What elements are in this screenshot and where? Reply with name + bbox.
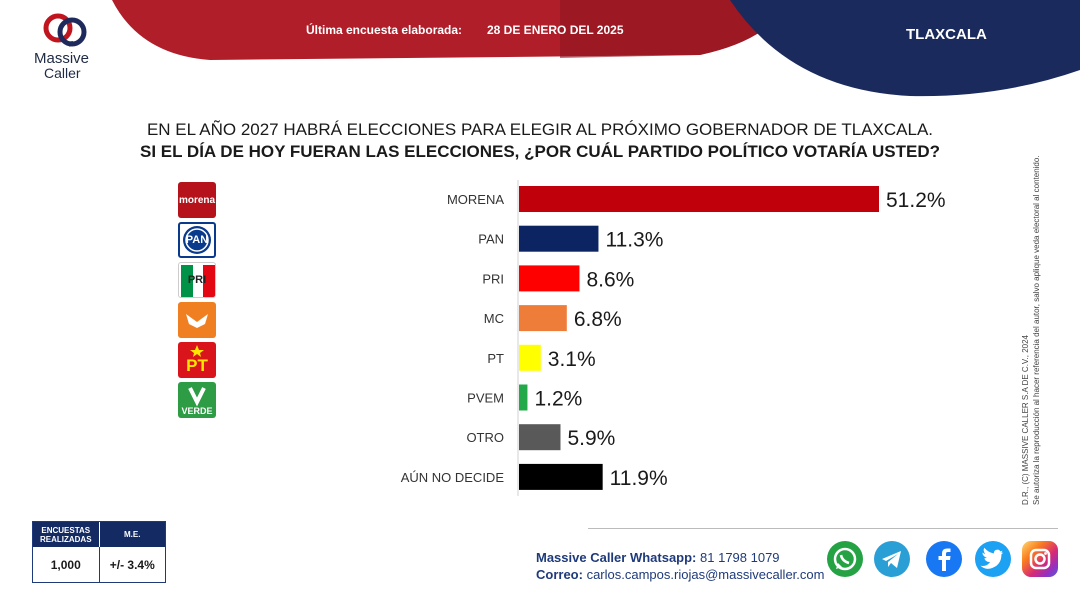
logo-mark-icon [43,13,87,47]
copyright-line-2: Se autoriza la reproducción al hacer ref… [1032,155,1041,505]
logo-word-caller: Caller [44,65,81,81]
verde-logo-text: VERDE [181,406,213,416]
category-label-pri: PRI [482,271,504,286]
bar-morena [519,186,879,212]
value-label-pvem: 1.2% [534,388,582,411]
email-address[interactable]: carlos.campos.riojas@massivecaller.com [586,567,825,582]
stats-value-margin: +/- 3.4% [109,557,155,572]
copyright-notice: D.R., (C) MASSIVE CALLER S.A DE C.V., 20… [1020,125,1042,505]
stats-header-surveys: ENCUESTAS REALIZADAS [33,522,100,547]
twitter-icon[interactable] [975,541,1011,577]
value-label-pt: 3.1% [548,348,596,371]
bar-aun-no-decide [519,463,603,490]
mc-logo [178,302,216,338]
morena-logo-text: morena [178,194,216,206]
email-label: Correo: [536,567,583,582]
contact-divider [588,528,1058,529]
facebook-icon[interactable] [926,541,962,577]
category-label-aun-no-decide: AÚN NO DECIDE [401,470,505,485]
pri-logo-text: PRI [187,274,207,286]
pan-logo: PAN [178,222,216,258]
copyright-line-1: D.R., (C) MASSIVE CALLER S.A DE C.V., 20… [1021,335,1030,505]
bar-chart: MORENA 51.2% PAN 11.3% PRI 8.6% MC 6.8% PT 3.1% PV… [401,180,946,496]
pt-star-icon [190,345,204,357]
pt-logo-text: PT [186,356,208,375]
survey-label: Última encuesta elaborada: [306,23,463,37]
telegram-icon[interactable] [874,541,910,577]
pan-circle-icon [183,226,211,254]
mc-eagle-icon [186,314,208,328]
header-navy-shape [730,0,1080,97]
region-label: TLAXCALA [906,26,987,43]
category-label-pvem: PVEM [467,391,504,406]
contact-email: Correo: carlos.campos.riojas@massivecall… [536,567,824,582]
stats-value-surveys: 1,000 [33,547,100,582]
logo-word-massive: Massive [34,50,90,67]
bar-pt [519,344,541,371]
pri-tricolor-icon [181,265,215,297]
bar-otro [519,424,561,451]
stats-header-margin: M.E. [124,530,141,539]
whatsapp-number[interactable]: 81 1798 1079 [700,550,780,565]
question-line-1: EN EL AÑO 2027 HABRÁ ELECCIONES PARA ELE… [146,120,934,139]
bar-pan [519,225,599,252]
survey-stats-table: ENCUESTAS REALIZADAS M.E. 1,000 +/- 3.4% [32,521,166,583]
value-label-pri: 8.6% [586,268,634,291]
category-label-mc: MC [484,311,504,326]
pri-logo: PRI [178,262,216,298]
pt-logo: PT [178,342,216,378]
whatsapp-icon[interactable] [827,541,863,577]
value-label-otro: 5.9% [567,427,615,450]
whatsapp-label: Massive Caller Whatsapp: [536,550,697,565]
header-banner [112,0,1080,97]
massive-caller-logo: Massive Caller [26,12,108,84]
category-label-otro: OTRO [466,430,504,445]
contact-whatsapp: Massive Caller Whatsapp: 81 1798 1079 [536,550,780,565]
category-label-morena: MORENA [447,192,504,207]
header-red-shade [560,0,790,58]
pan-logo-text: PAN [185,234,209,246]
value-label-pan: 11.3% [605,229,663,252]
bar-mc [519,305,567,332]
bar-pvem [519,384,528,411]
category-label-pt: PT [487,351,504,366]
question-line-2: SI EL DÍA DE HOY FUERAN LAS ELECCIONES, … [140,142,940,161]
instagram-icon[interactable] [1022,541,1058,577]
bar-pri [519,265,580,292]
value-label-mc: 6.8% [574,308,622,331]
verde-toucan-icon [188,387,206,407]
value-label-aun-no-decide: 11.9% [610,467,668,490]
survey-date: 28 DE ENERO DEL 2025 [487,23,624,37]
morena-logo: morena [178,182,216,218]
value-label-morena: 51.2% [886,189,946,212]
category-label-pan: PAN [478,232,504,247]
verde-logo: VERDE [178,382,216,418]
